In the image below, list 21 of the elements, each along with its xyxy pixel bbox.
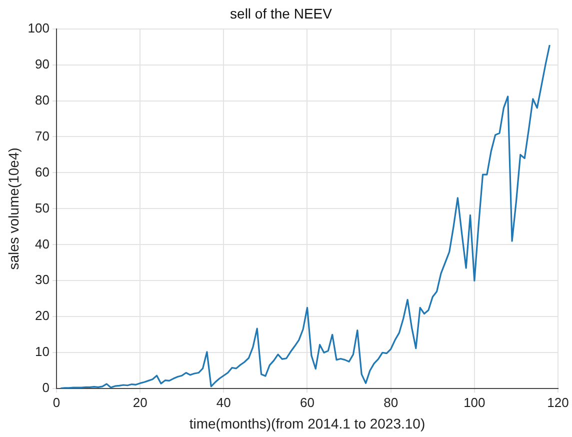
x-tick-label: 60 [300, 394, 314, 410]
y-tick-label: 70 [35, 128, 50, 144]
y-tick-label: 40 [35, 236, 50, 252]
y-tick-label: 100 [28, 20, 50, 36]
x-tick-label: 120 [547, 394, 569, 410]
chart-title: sell of the NEEV [230, 5, 333, 22]
y-tick-label: 0 [42, 380, 50, 396]
y-tick-label: 90 [35, 56, 50, 72]
x-tick-label: 0 [52, 394, 60, 410]
x-tick-label: 80 [384, 394, 398, 410]
y-tick-label: 20 [35, 308, 50, 324]
x-tick-label: 20 [132, 394, 148, 410]
y-axis-title: sales volume(10e4) [5, 148, 22, 270]
y-tick-label: 10 [35, 344, 50, 360]
x-tick-label: 100 [464, 394, 486, 410]
y-tick-label: 30 [35, 272, 50, 288]
y-tick-label: 80 [35, 92, 50, 108]
y-tick-label: 50 [35, 200, 50, 216]
x-axis-title: time(months)(from 2014.1 to 2023.10) [189, 415, 426, 432]
y-tick-label: 60 [35, 164, 50, 180]
x-tick-label: 40 [216, 394, 231, 410]
